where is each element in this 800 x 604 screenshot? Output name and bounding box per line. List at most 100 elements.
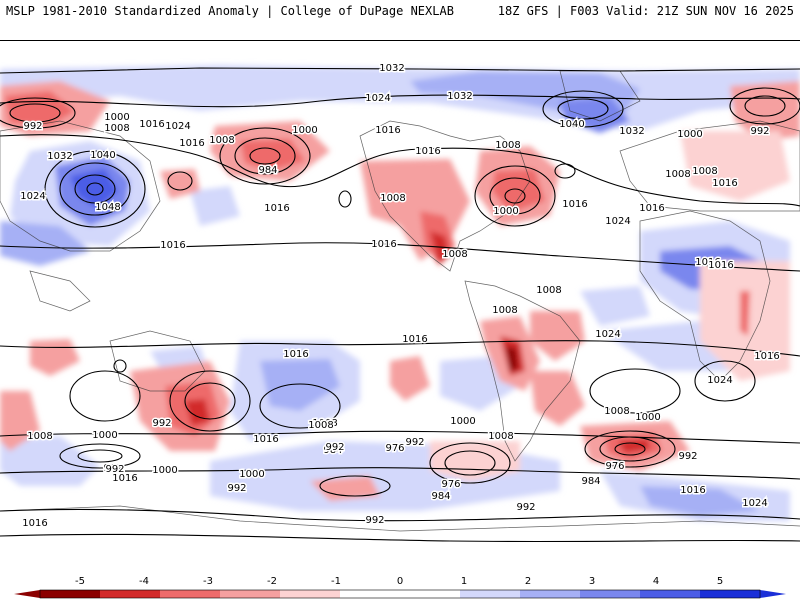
isobar-label: 1016 [375, 125, 400, 136]
model-valid-time: 18Z GFS | F003 Valid: 21Z SUN NOV 16 202… [497, 4, 794, 18]
colorbar-segment [400, 590, 461, 598]
isobar-label: 992 [750, 126, 769, 137]
isobar-label: 1032 [379, 63, 404, 74]
isobar-label: 992 [365, 515, 384, 526]
isobar-label: 1016 [415, 146, 440, 157]
colorbar-segment [160, 590, 221, 598]
colorbar-segment [580, 590, 641, 598]
negative-anomaly-area [530, 311, 585, 361]
negative-anomaly-area [680, 131, 790, 201]
colorbar-tick-label: 1 [461, 576, 467, 587]
isobar-label: 976 [605, 461, 624, 472]
isobar-label: 1008 [495, 140, 520, 151]
colorbar-tick-label: -2 [267, 576, 277, 587]
isobar-label: 992 [678, 451, 697, 462]
isobar-label: 1000 [677, 129, 702, 140]
isobar-label: 992 [105, 464, 124, 475]
isobar-label: 1000 [92, 430, 117, 441]
isobar-label: 984 [258, 165, 277, 176]
colorbar-tick-label: -5 [75, 576, 85, 587]
isobar-label: 1008 [692, 166, 717, 177]
colorbar-segment [520, 590, 581, 598]
isobar-label: 1000 [450, 416, 475, 427]
negative-anomaly-area [730, 81, 800, 141]
isobar-label: 1000 [239, 469, 264, 480]
isobar-label: 1016 [283, 349, 308, 360]
isobar-label: 1024 [742, 498, 767, 509]
isobar-label: 1000 [152, 465, 177, 476]
colorbar-segment [100, 590, 161, 598]
colorbar-tick-label: -4 [139, 576, 149, 587]
positive-anomaly-area [260, 359, 340, 411]
colorbar-segment [700, 590, 761, 598]
isobar-label: 1016 [695, 257, 720, 268]
isobar-label: 1016 [754, 351, 779, 362]
isobar-label: 1008 [27, 431, 52, 442]
isobar-label: 1000 [493, 206, 518, 217]
isobar-label: 1008 [665, 169, 690, 180]
isobar-label: 1024 [20, 191, 45, 202]
colorbar-graphic: -5 -4 -3 -2 -1 0 1 2 3 4 5 [14, 576, 786, 599]
colorbar-segment [280, 590, 341, 598]
colorbar-min-arrow [14, 590, 40, 598]
isobar-label: 1016 [253, 434, 278, 445]
colorbar-max-arrow [760, 590, 786, 598]
negative-anomaly-area [390, 356, 430, 401]
colorbar-tick-label: 3 [589, 576, 595, 587]
positive-anomaly-area [560, 97, 630, 133]
isobar-label: 1024 [595, 329, 620, 340]
map-panel: 1032 1024 1032 1032 992 992 1000 1008 1016 1024 10… [0, 40, 800, 561]
isobar-contours [0, 67, 800, 543]
colorbar-segment [340, 590, 401, 598]
isobar-label: 1008 [488, 431, 513, 442]
negative-anomaly-area [310, 476, 380, 501]
isobar-label: 984 [431, 491, 450, 502]
isobar-label: 1016 [139, 119, 164, 130]
colorbar-segment [460, 590, 521, 598]
isobar-label: 1000 [292, 125, 317, 136]
isobar-label: 992 [23, 121, 42, 132]
isobar-label: 1040 [559, 119, 584, 130]
isobar-label: 976 [441, 479, 460, 490]
isobar-label: 992 [152, 418, 171, 429]
negative-anomaly-area [492, 169, 545, 213]
colorbar-tick-label: 0 [397, 576, 403, 587]
isobar-label: 1016 [112, 473, 137, 484]
isobar-label: 1008 [209, 135, 234, 146]
colorbar-tick-label: -1 [331, 576, 341, 587]
isobar-label: 1016 [639, 203, 664, 214]
isobar-label: 1008 [492, 305, 517, 316]
isobar-label: 1024 [365, 93, 390, 104]
isobar-label: 992 [325, 442, 344, 453]
isobar-label: 1008 [104, 123, 129, 134]
colorbar: -5 -4 -3 -2 -1 0 1 2 3 4 5 [0, 570, 800, 600]
negative-anomaly-area [506, 346, 518, 371]
isobar-label: 1008 [380, 193, 405, 204]
isobar-label: 1024 [707, 375, 732, 386]
isobar-label: 1048 [95, 202, 120, 213]
negative-anomaly-area [185, 399, 210, 426]
isobar-label: 1008 [308, 420, 333, 431]
positive-anomaly-area [580, 286, 650, 326]
isobar-label: 1016 [22, 518, 47, 529]
isobar-label: 1016 [402, 334, 427, 345]
negative-anomaly-area [30, 339, 80, 376]
colorbar-tick-label: 4 [653, 576, 659, 587]
isobar-label: 1040 [90, 150, 115, 161]
isobar-label: 1016 [712, 178, 737, 189]
isobar-label: 992 [516, 502, 535, 513]
negative-anomaly-area [740, 291, 750, 336]
isobar-label: 1008 [604, 406, 629, 417]
isobar-label: 1032 [619, 126, 644, 137]
isobar-label: 984 [323, 445, 342, 456]
isobar-label: 1000 [104, 112, 129, 123]
isobar-label: 1032 [447, 91, 472, 102]
isobar-label: 1008 [536, 285, 561, 296]
anomaly-shading [0, 65, 800, 521]
isobar-label: 992 [103, 463, 122, 474]
isobar-label: 992 [405, 437, 424, 448]
colorbar-tick-label: 5 [717, 576, 723, 587]
positive-anomaly-area [190, 186, 240, 226]
